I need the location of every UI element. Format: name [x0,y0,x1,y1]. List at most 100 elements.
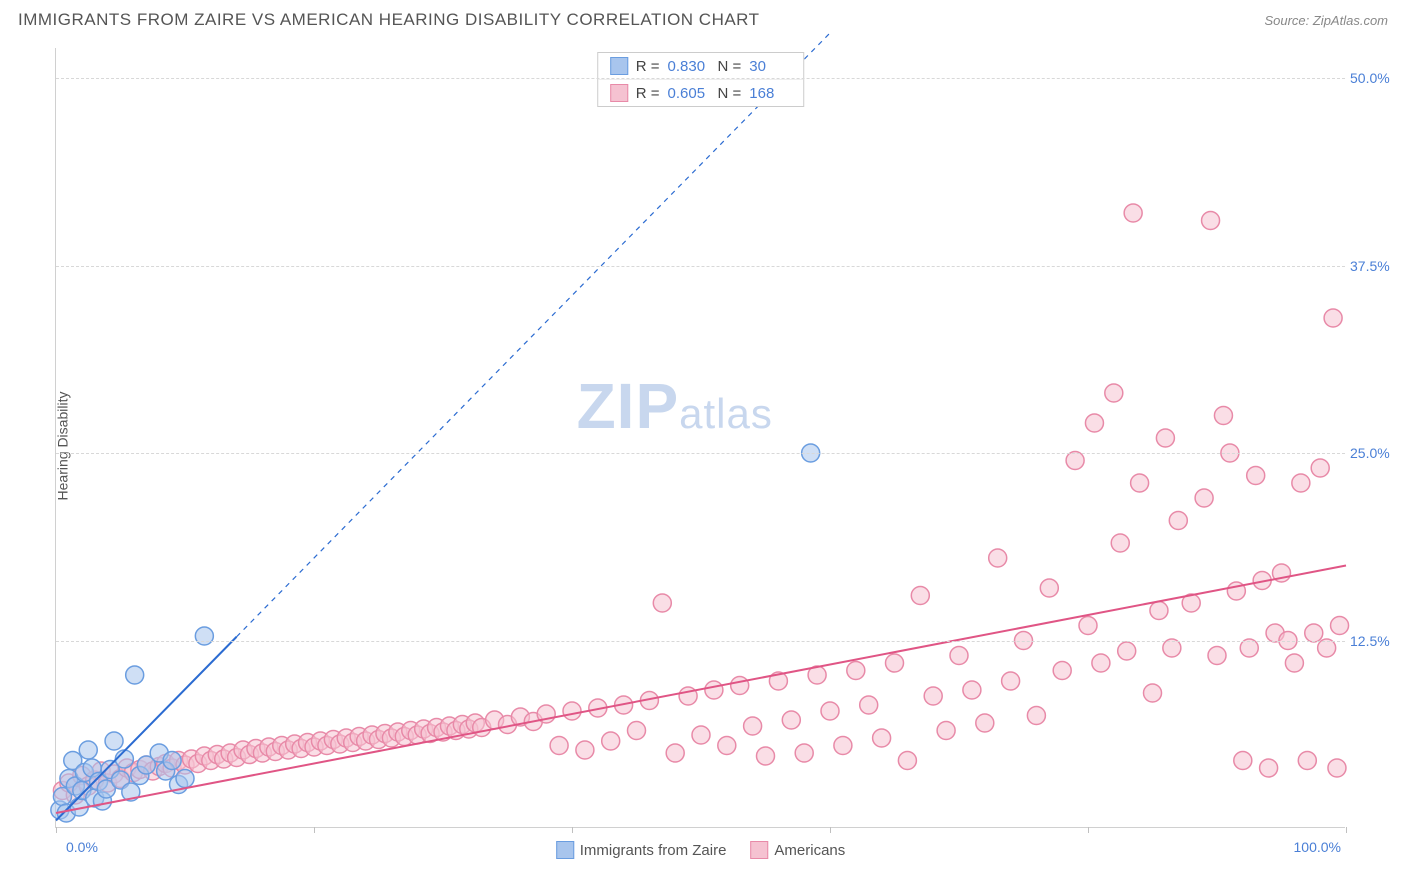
data-point [1040,579,1058,597]
data-point [860,696,878,714]
data-point [1331,617,1349,635]
trend-line-dashed [237,33,830,637]
data-point [1066,452,1084,470]
y-tick-label: 12.5% [1350,633,1400,649]
data-point [834,737,852,755]
data-point [1111,534,1129,552]
series-legend: Immigrants from Zaire Americans [556,841,846,859]
data-point [126,666,144,684]
data-point [898,752,916,770]
data-point [1324,309,1342,327]
x-tick [1346,827,1347,833]
data-point [1150,602,1168,620]
data-point [163,752,181,770]
data-point [79,741,97,759]
n-value-americans: 168 [749,85,791,102]
data-point [653,594,671,612]
y-tick-label: 25.0% [1350,445,1400,461]
data-point [1240,639,1258,657]
data-point [666,744,684,762]
data-point [1285,654,1303,672]
data-point [602,732,620,750]
data-point [1124,204,1142,222]
data-point [886,654,904,672]
swatch-americans-icon [610,84,628,102]
data-point [1311,459,1329,477]
series-name-americans: Americans [774,842,845,859]
data-point [1247,467,1265,485]
data-point [1085,414,1103,432]
data-point [1202,212,1220,230]
data-point [1105,384,1123,402]
gridline-h [56,641,1345,642]
swatch-americans-icon [750,841,768,859]
data-point [1260,759,1278,777]
data-point [1131,474,1149,492]
data-point [176,770,194,788]
data-point [1305,624,1323,642]
data-point [1092,654,1110,672]
legend-row-americans: R = 0.605 N = 168 [598,80,804,106]
data-point [628,722,646,740]
data-point [576,741,594,759]
data-point [1169,512,1187,530]
y-tick-label: 37.5% [1350,258,1400,274]
data-point [1328,759,1346,777]
gridline-h [56,453,1345,454]
r-value-americans: 0.605 [668,85,710,102]
legend-row-zaire: R = 0.830 N = 30 [598,53,804,80]
data-point [937,722,955,740]
x-tick [1088,827,1089,833]
data-point [911,587,929,605]
data-point [821,702,839,720]
data-point [1079,617,1097,635]
data-point [1163,639,1181,657]
data-point [1027,707,1045,725]
chart-title: IMMIGRANTS FROM ZAIRE VS AMERICAN HEARIN… [18,10,760,30]
data-point [744,717,762,735]
x-tick [572,827,573,833]
data-point [1318,639,1336,657]
data-point [976,714,994,732]
n-value-zaire: 30 [749,58,791,75]
x-tick-label: 100.0% [1294,839,1341,855]
plot-svg [56,48,1345,827]
data-point [782,711,800,729]
x-tick [314,827,315,833]
legend-item-americans: Americans [750,841,845,859]
source-label: Source: ZipAtlas.com [1264,13,1388,28]
title-bar: IMMIGRANTS FROM ZAIRE VS AMERICAN HEARIN… [0,0,1406,36]
series-name-zaire: Immigrants from Zaire [580,842,727,859]
data-point [847,662,865,680]
data-point [1156,429,1174,447]
data-point [963,681,981,699]
gridline-h [56,266,1345,267]
r-value-zaire: 0.830 [668,58,710,75]
data-point [1234,752,1252,770]
x-tick [56,827,57,833]
data-point [1298,752,1316,770]
data-point [105,732,123,750]
data-point [718,737,736,755]
x-tick [830,827,831,833]
data-point [1053,662,1071,680]
data-point [795,744,813,762]
data-point [989,549,1007,567]
data-point [563,702,581,720]
trend-line [56,637,237,821]
data-point [1002,672,1020,690]
data-point [115,750,133,768]
data-point [1208,647,1226,665]
data-point [1214,407,1232,425]
data-point [195,627,213,645]
swatch-zaire-icon [610,57,628,75]
data-point [1195,489,1213,507]
data-point [1118,642,1136,660]
data-point [924,687,942,705]
x-tick-label: 0.0% [66,839,98,855]
data-point [757,747,775,765]
y-tick-label: 50.0% [1350,70,1400,86]
data-point [705,681,723,699]
gridline-h [56,78,1345,79]
data-point [1292,474,1310,492]
